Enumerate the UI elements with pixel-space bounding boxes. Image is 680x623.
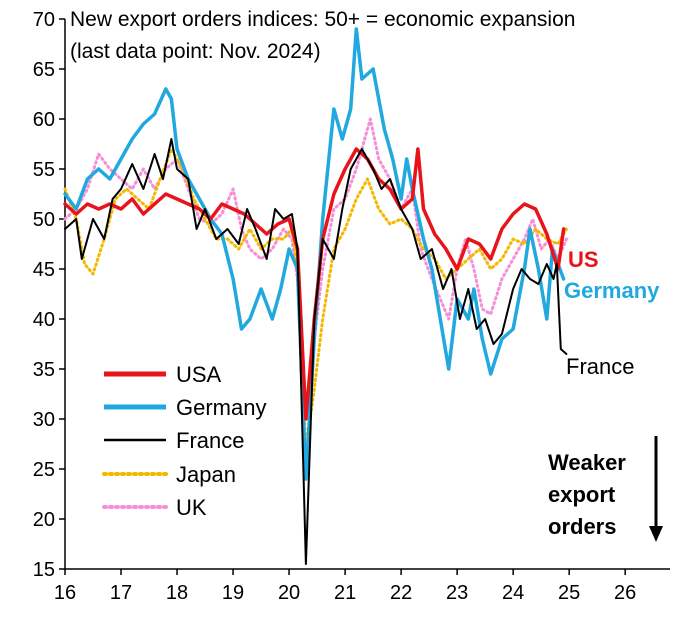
y-tick-label: 20 [33,509,55,531]
legend-label-uk: UK [176,495,207,520]
chart-axes: 15 20 25 30 35 40 45 50 55 60 65 70 16 17 18 19 20 21 22 2… [33,9,670,604]
end-label-us: US [568,247,599,272]
y-tick-label: 65 [33,59,55,81]
series-line-germany [63,27,566,481]
x-tick-label: 20 [278,582,300,604]
y-tick-label: 45 [33,259,55,281]
x-tick-label: 16 [54,582,76,604]
x-tick-label: 23 [446,582,468,604]
down-arrow-icon [649,526,663,542]
y-tick-label: 60 [33,109,55,131]
x-tick-label: 22 [390,582,412,604]
legend-label-usa: USA [176,362,222,387]
x-tick-label: 26 [614,582,636,604]
x-tick-label: 21 [334,582,356,604]
note-line-2: export [548,482,616,507]
weaker-export-orders-note: Weaker export orders [548,436,663,542]
x-tick-label: 25 [558,582,580,604]
series-layer [63,27,568,565]
note-line-3: orders [548,514,616,539]
y-tick-label: 55 [33,159,55,181]
x-tick-label: 18 [166,582,188,604]
end-label-france: France [566,354,634,379]
y-tick-label: 70 [33,9,55,31]
end-label-germany: Germany [564,278,660,303]
note-line-1: Weaker [548,450,626,475]
y-tick-label: 50 [33,209,55,231]
y-tick-label: 30 [33,409,55,431]
x-ticks: 16 17 18 19 20 21 22 23 24 25 26 [54,569,636,604]
chart-title-line1: New export orders indices: 50+ = economi… [70,8,575,31]
chart-title-line2: (last data point: Nov. 2024) [70,40,321,63]
x-tick-label: 17 [110,582,132,604]
series-line-france [64,138,568,565]
x-tick-label: 19 [222,582,244,604]
y-ticks: 15 20 25 30 35 40 45 50 55 60 65 70 [33,9,65,581]
legend: USA Germany France Japan UK [102,362,266,520]
x-tick-label: 24 [502,582,524,604]
y-tick-label: 35 [33,359,55,381]
legend-label-france: France [176,428,244,453]
y-tick-label: 25 [33,459,55,481]
y-tick-label: 15 [33,559,55,581]
y-tick-label: 40 [33,309,55,331]
legend-label-japan: Japan [176,462,236,487]
legend-label-germany: Germany [176,395,266,420]
